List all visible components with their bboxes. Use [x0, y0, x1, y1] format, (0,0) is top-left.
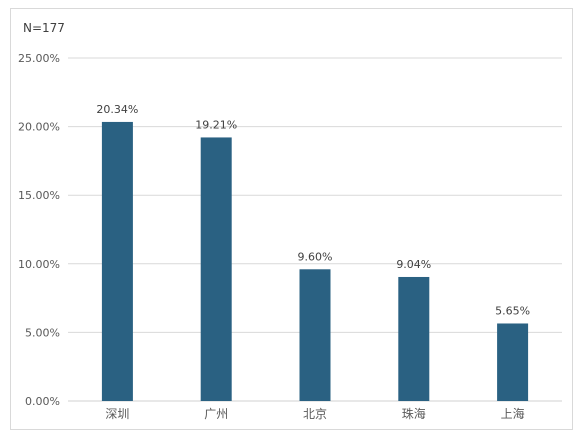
- y-tick-label: 25.00%: [18, 52, 60, 65]
- bar: [101, 121, 133, 401]
- y-tick-label: 0.00%: [25, 395, 60, 408]
- data-label: 19.21%: [195, 118, 237, 131]
- x-category-label: 珠海: [402, 406, 426, 421]
- bar: [398, 276, 430, 401]
- sample-size-note: N=177: [23, 21, 65, 35]
- data-label: 20.34%: [96, 103, 138, 116]
- x-category-label: 上海: [501, 406, 525, 421]
- bar: [299, 269, 331, 401]
- x-category-label: 广州: [204, 407, 228, 421]
- y-tick-label: 5.00%: [25, 326, 60, 339]
- data-label: 5.65%: [495, 304, 530, 317]
- bar: [497, 323, 529, 401]
- x-category-label: 北京: [303, 407, 327, 421]
- x-category-label: 深圳: [105, 407, 129, 421]
- y-tick-label: 20.00%: [18, 121, 60, 134]
- bar: [200, 137, 232, 402]
- y-tick-label: 15.00%: [18, 189, 60, 202]
- data-label: 9.04%: [396, 258, 431, 271]
- y-tick-label: 10.00%: [18, 258, 60, 271]
- data-label: 9.60%: [298, 250, 333, 263]
